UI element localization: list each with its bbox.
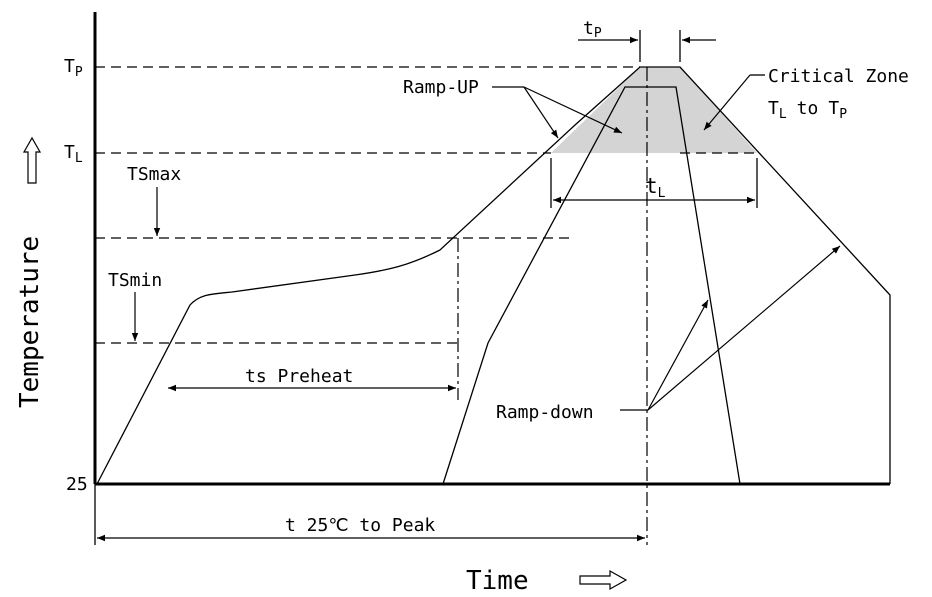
critical-zone-label: Critical Zone [768,66,909,87]
profile-curve-inner [442,86,741,485]
critical-zone-area [551,67,757,153]
critical-zone-range-label: TL to TP [768,98,847,122]
tp-duration-label: tP [583,18,602,41]
critical-zone-leader [703,74,751,131]
profile-curve-outer [96,66,891,485]
ramp-down-leader-1 [647,299,709,411]
x-axis-label: Time [466,566,529,596]
ramp-up-leader-2 [523,86,623,134]
tl-axis-label: TL [64,142,83,166]
ramp-down-leader-2 [647,245,841,411]
t25-to-peak-label: t 25℃ to Peak [285,515,435,536]
hollow-right-arrow-icon [579,569,628,591]
tp-axis-label: TP [64,56,83,80]
ramp-up-label: Ramp-UP [403,77,479,98]
y-axis-label: Temperature [15,236,45,408]
ts-preheat-label: ts Preheat [245,366,353,387]
ramp-up-leader-1 [523,86,559,139]
tl-duration-label: tL [645,174,666,201]
ramp-down-label: Ramp-down [496,402,594,423]
tsmin-label: TSmin [108,270,162,291]
hollow-up-arrow-icon [22,136,42,184]
tsmax-label: TSmax [127,164,181,185]
y-origin-label: 25 [66,474,88,495]
